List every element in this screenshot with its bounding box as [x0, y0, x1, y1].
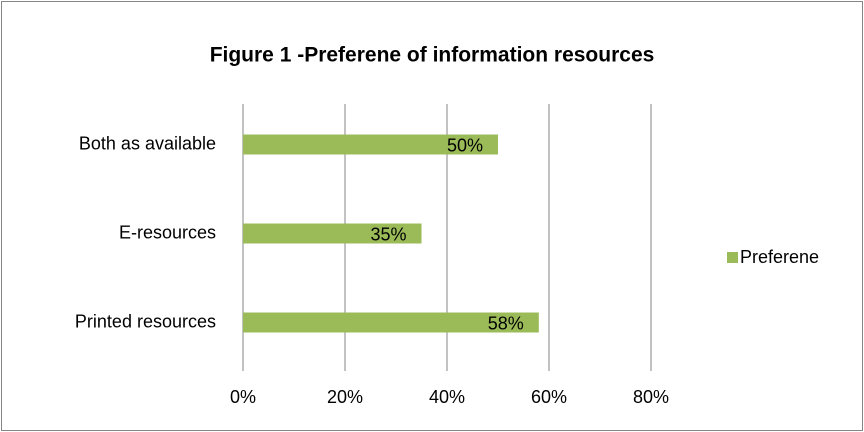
- bar: [243, 223, 422, 244]
- x-tick-label: 40%: [429, 387, 465, 407]
- x-tick-label: 80%: [633, 387, 669, 407]
- x-tick-label: 20%: [327, 387, 363, 407]
- x-tick-label: 0%: [230, 387, 256, 407]
- bar: [243, 134, 498, 155]
- value-label: 35%: [370, 224, 406, 244]
- legend-swatch: [727, 252, 738, 263]
- value-label: 58%: [488, 313, 524, 333]
- y-tick-label: Printed resources: [75, 311, 216, 331]
- bar: [243, 312, 539, 333]
- y-tick-label: Both as available: [79, 133, 216, 153]
- x-tick-label: 60%: [531, 387, 567, 407]
- chart-title: Figure 1 -Preferene of information resou…: [210, 44, 655, 67]
- legend-label: Preferene: [740, 247, 819, 267]
- value-label: 50%: [447, 135, 483, 155]
- y-tick-label: E-resources: [119, 222, 216, 242]
